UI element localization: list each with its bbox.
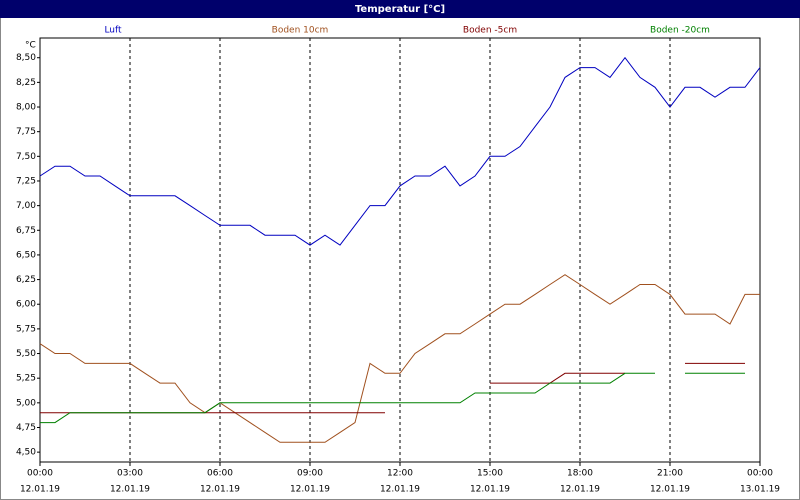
y-tick-label: 7,50 — [16, 152, 36, 162]
y-tick-label: 6,00 — [16, 300, 36, 310]
x-tick-label: 06:00 — [207, 469, 233, 479]
y-tick-label: 7,00 — [16, 201, 36, 211]
legend-entry: Boden -20cm — [650, 26, 710, 36]
plot-frame — [39, 37, 761, 463]
legend-entry: Boden -5cm — [463, 26, 517, 36]
x-tick-date: 13.01.19 — [740, 485, 780, 495]
x-tick-label: 03:00 — [117, 469, 143, 479]
y-tick-label: 8,50 — [16, 53, 36, 63]
x-tick-label: 18:00 — [567, 469, 593, 479]
y-tick-label: 4,50 — [16, 448, 36, 458]
y-tick-label: 5,50 — [16, 349, 36, 359]
series-line — [39, 274, 760, 443]
x-tick-label: 12:00 — [387, 469, 413, 479]
x-tick-label: 00:00 — [27, 469, 53, 479]
x-tick-date: 12.01.19 — [470, 485, 510, 495]
x-tick-date: 12.01.19 — [20, 485, 60, 495]
y-tick-label: 5,00 — [16, 398, 36, 408]
y-tick-label: 8,00 — [16, 103, 36, 113]
x-tick-label: 00:00 — [747, 469, 773, 479]
series-line — [40, 372, 745, 424]
y-tick-label: 8,25 — [16, 78, 36, 88]
x-tick-date: 12.01.19 — [380, 485, 420, 495]
x-tick-label: 15:00 — [477, 469, 503, 479]
x-tick-date: 12.01.19 — [290, 485, 330, 495]
legend-entry: Luft — [104, 26, 122, 36]
y-tick-label: 7,75 — [16, 127, 36, 137]
y-tick-label: 5,25 — [16, 374, 36, 384]
y-tick-label: 6,75 — [16, 226, 36, 236]
y-tick-label: 5,75 — [16, 324, 36, 334]
title-bar — [0, 0, 800, 18]
chart-title: Temperatur [°C] — [355, 4, 445, 15]
series-line — [39, 56, 761, 246]
y-tick-label: 4,75 — [16, 423, 36, 433]
x-tick-date: 12.01.19 — [110, 485, 150, 495]
y-tick-label: 6,25 — [16, 275, 36, 285]
x-tick-label: 21:00 — [657, 469, 683, 479]
legend-entry: Boden 10cm — [272, 26, 329, 36]
x-tick-label: 09:00 — [297, 469, 323, 479]
x-tick-date: 12.01.19 — [650, 485, 690, 495]
x-tick-date: 12.01.19 — [200, 485, 240, 495]
y-tick-label: 6,50 — [16, 250, 36, 260]
y-axis-label: °C — [25, 41, 36, 51]
y-tick-label: 7,25 — [16, 176, 36, 186]
x-tick-date: 12.01.19 — [560, 485, 600, 495]
